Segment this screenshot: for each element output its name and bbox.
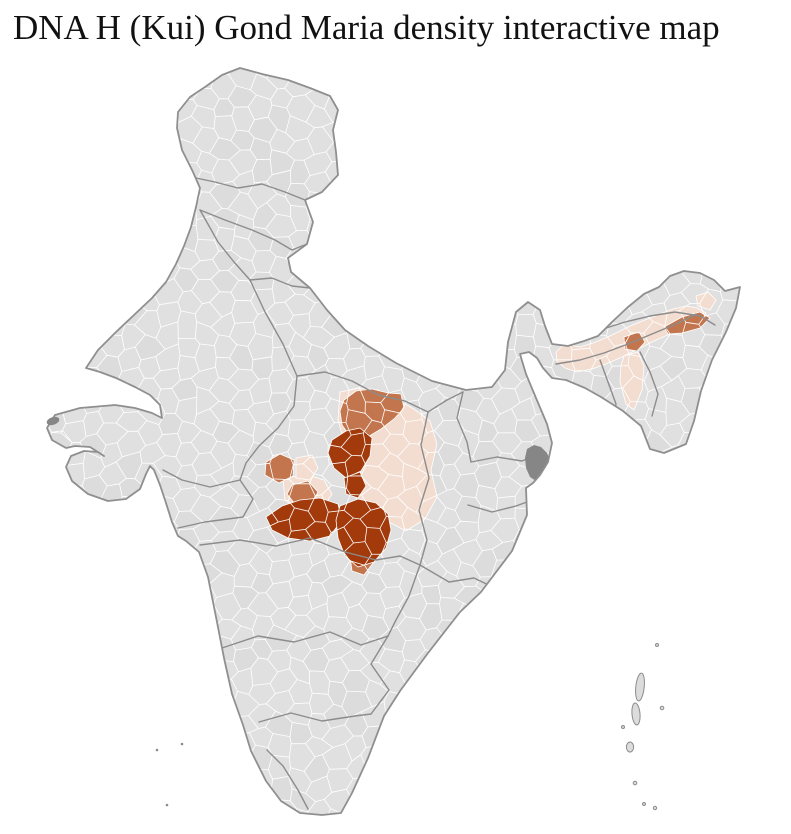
andaman-nicobar-islands [621,643,665,811]
density-region-core-high-connector[interactable] [343,471,367,499]
state-boundaries [162,177,716,810]
page-title: DNA H (Kui) Gond Maria density interacti… [13,8,720,47]
density-region-north-medium-cluster[interactable] [339,388,405,440]
density-region-core-high-east[interactable] [335,498,392,568]
lakshadweep-islands [155,742,184,807]
rann-of-kutch-marsh [46,416,60,426]
